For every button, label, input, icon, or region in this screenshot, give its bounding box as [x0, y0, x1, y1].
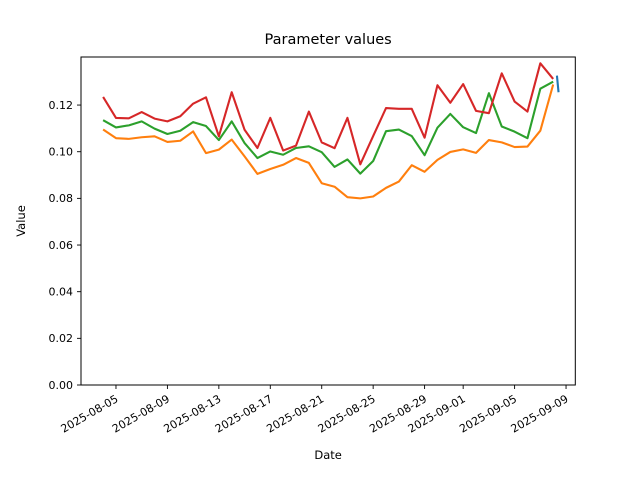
- plot-lines: [102, 62, 560, 200]
- tick-label: 0.10: [49, 146, 74, 159]
- chart-title: Parameter values: [265, 32, 392, 48]
- y-axis-label: Value: [14, 205, 28, 237]
- tick-label: 0.08: [49, 192, 74, 205]
- tick-label: 0.02: [49, 332, 74, 345]
- series-blue: [555, 75, 560, 93]
- series-red: [102, 62, 554, 166]
- tick-label: 0.04: [49, 285, 74, 298]
- tick-label: 0.00: [49, 379, 74, 392]
- tick-label: 0.06: [49, 239, 74, 252]
- tick-label: 0.12: [49, 99, 74, 112]
- series-green: [102, 80, 554, 175]
- x-axis-label: Date: [314, 448, 342, 462]
- tick-marks: [77, 104, 567, 389]
- axes-frame: [80, 56, 576, 386]
- series-orange: [102, 84, 555, 200]
